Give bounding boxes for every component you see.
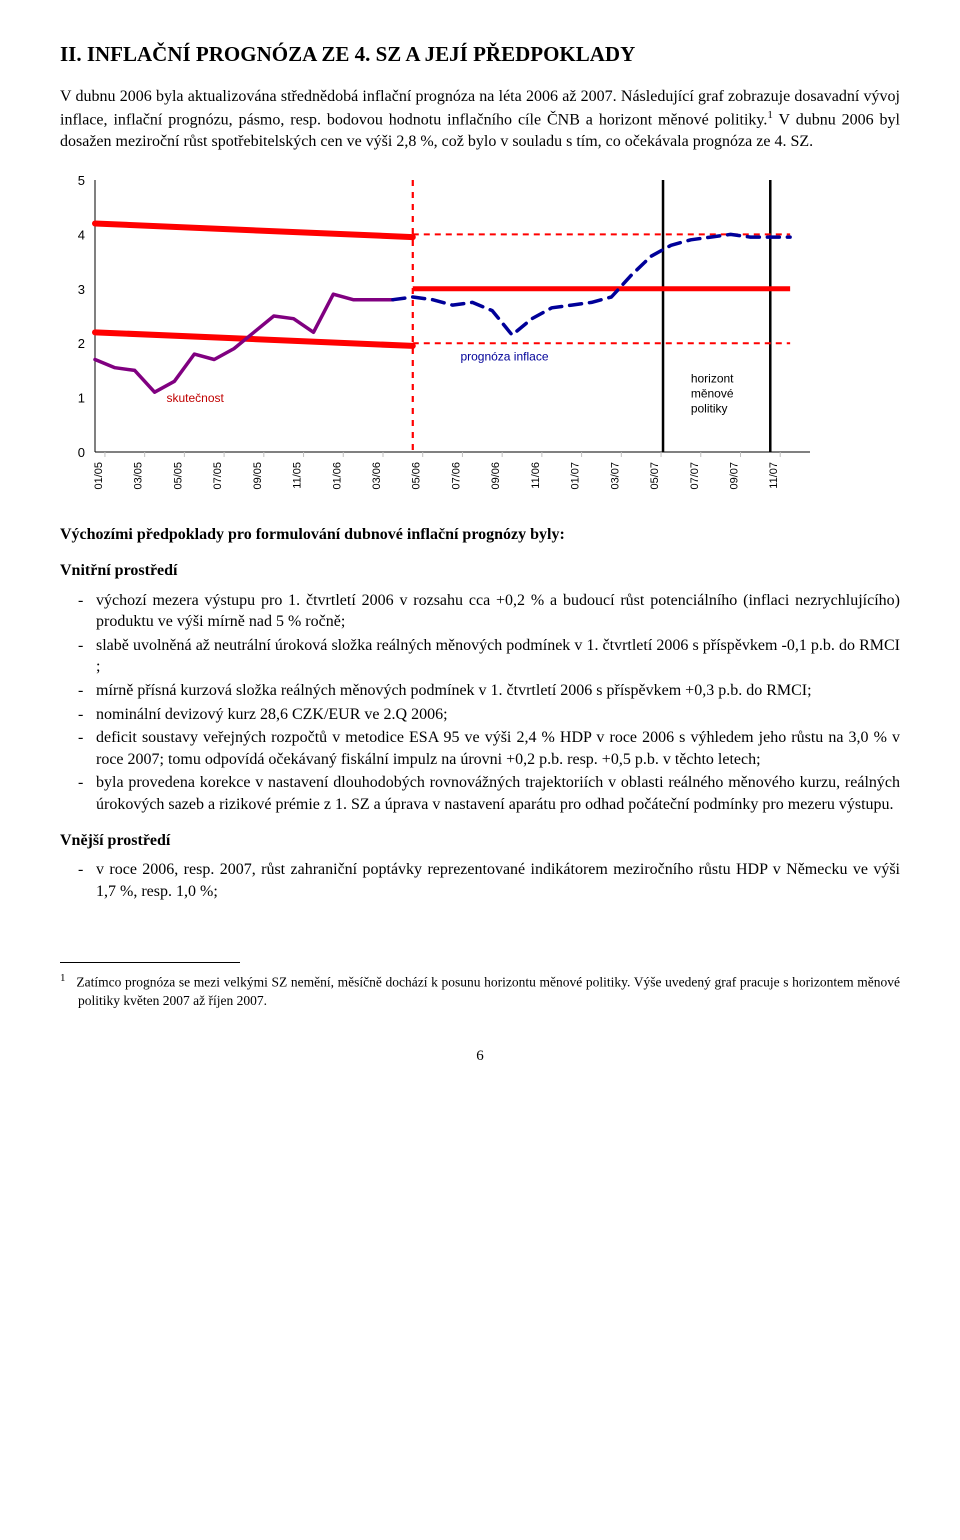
footnote: 1 Zatímco prognóza se mezi velkými SZ ne… bbox=[60, 971, 900, 1010]
svg-text:09/06: 09/06 bbox=[490, 462, 502, 490]
svg-text:11/07: 11/07 bbox=[768, 462, 780, 489]
svg-text:01/05: 01/05 bbox=[93, 462, 105, 490]
list-item: deficit soustavy veřejných rozpočtů v me… bbox=[60, 727, 900, 770]
page-number: 6 bbox=[60, 1046, 900, 1066]
svg-text:07/06: 07/06 bbox=[450, 462, 462, 490]
svg-text:horizont: horizont bbox=[691, 372, 734, 386]
svg-text:09/05: 09/05 bbox=[252, 462, 264, 490]
svg-text:07/07: 07/07 bbox=[689, 462, 701, 490]
inflation-chart: 0 1 2 3 4 5 01/05 03/05 05/05 07/05 09/05 11/05 01/0… bbox=[60, 170, 900, 500]
paragraph-1: V dubnu 2006 byla aktualizována středněd… bbox=[60, 86, 900, 152]
svg-text:11/05: 11/05 bbox=[292, 462, 304, 489]
list-item: v roce 2006, resp. 2007, růst zahraniční… bbox=[60, 859, 900, 902]
svg-text:11/06: 11/06 bbox=[530, 462, 542, 489]
svg-text:07/05: 07/05 bbox=[212, 462, 224, 490]
svg-text:1: 1 bbox=[78, 391, 85, 406]
svg-text:05/07: 05/07 bbox=[649, 462, 661, 490]
svg-text:4: 4 bbox=[78, 228, 85, 243]
svg-text:0: 0 bbox=[78, 445, 85, 460]
svg-text:politiky: politiky bbox=[691, 402, 728, 416]
svg-text:09/07: 09/07 bbox=[728, 462, 740, 490]
list-item: nominální devizový kurz 28,6 CZK/EUR ve … bbox=[60, 704, 900, 726]
external-heading: Vnější prostředí bbox=[60, 830, 900, 852]
svg-text:01/06: 01/06 bbox=[331, 462, 343, 490]
list-item: byla provedena korekce v nastavení dlouh… bbox=[60, 772, 900, 815]
internal-heading: Vnitřní prostředí bbox=[60, 560, 900, 582]
svg-text:03/06: 03/06 bbox=[371, 462, 383, 490]
svg-text:měnové: měnové bbox=[691, 387, 734, 401]
footnote-text: Zatímco prognóza se mezi velkými SZ nemě… bbox=[76, 975, 900, 1008]
svg-text:01/07: 01/07 bbox=[570, 462, 582, 490]
list-item: výchozí mezera výstupu pro 1. čtvrtletí … bbox=[60, 590, 900, 633]
svg-text:prognóza inflace: prognóza inflace bbox=[460, 350, 548, 364]
list-item: mírně přísná kurzová složka reálných měn… bbox=[60, 680, 900, 702]
svg-text:2: 2 bbox=[78, 337, 85, 352]
footnote-number: 1 bbox=[60, 972, 66, 984]
page-title: II. INFLAČNÍ PROGNÓZA ZE 4. SZ A JEJÍ PŘ… bbox=[60, 40, 900, 68]
external-list: v roce 2006, resp. 2007, růst zahraniční… bbox=[60, 859, 900, 902]
svg-text:05/06: 05/06 bbox=[411, 462, 423, 490]
assumptions-intro: Výchozími předpoklady pro formulování du… bbox=[60, 524, 900, 546]
svg-text:5: 5 bbox=[78, 173, 85, 188]
svg-text:skutečnost: skutečnost bbox=[167, 391, 225, 405]
svg-text:03/07: 03/07 bbox=[609, 462, 621, 490]
internal-list: výchozí mezera výstupu pro 1. čtvrtletí … bbox=[60, 590, 900, 816]
svg-text:3: 3 bbox=[78, 282, 85, 297]
list-item: slabě uvolněná až neutrální úroková slož… bbox=[60, 635, 900, 678]
svg-text:03/05: 03/05 bbox=[133, 462, 145, 490]
footnote-separator bbox=[60, 962, 240, 963]
svg-text:05/05: 05/05 bbox=[172, 462, 184, 490]
